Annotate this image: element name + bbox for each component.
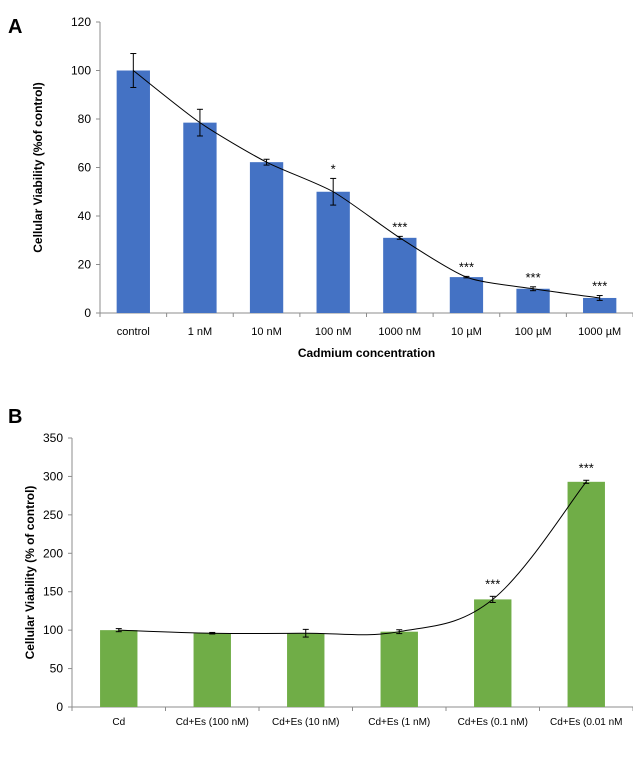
a-trendline — [133, 70, 600, 299]
a-category-label: 100 nM — [315, 326, 352, 338]
b-y-axis-title: Cellular Viability (% of control) — [23, 486, 37, 660]
b-y-tick-label: 200 — [43, 546, 63, 560]
b-significance-marker: *** — [485, 576, 500, 591]
b-y-tick-label: 250 — [43, 508, 63, 522]
bar-chart-b: 0 50 100 150 200 250 300 350 Cd Cd+Es (100 nM) Cd+… — [23, 431, 633, 728]
a-bar — [516, 288, 550, 313]
b-bar — [100, 630, 138, 707]
a-y-tick-label: 60 — [78, 161, 92, 175]
b-bar — [287, 633, 325, 707]
b-y-tick-label: 100 — [43, 623, 63, 637]
a-category-label: 1000 nM — [378, 326, 421, 338]
b-category-label: Cd+Es (0.1 nM) — [458, 717, 528, 728]
a-bar — [449, 277, 484, 313]
panel-label-a: A — [8, 16, 23, 38]
a-bar — [383, 237, 417, 313]
chart-panel-a: A 0 20 40 60 80 100 120 control 1 nM 10 nM 100 nM *… — [0, 0, 633, 380]
panel-label-b: B — [8, 406, 23, 428]
b-category-label: Cd — [112, 717, 125, 728]
a-y-axis-title: Cellular Viability (%of control) — [31, 82, 45, 252]
b-bar — [567, 481, 605, 707]
a-category-label: 1000 µM — [578, 326, 621, 338]
a-significance-marker: *** — [592, 279, 607, 294]
a-y-tick-label: 120 — [71, 15, 91, 29]
b-trendline — [118, 481, 587, 636]
a-x-axis-title: Cadmium concentration — [298, 346, 435, 360]
b-y-tick-label: 50 — [50, 662, 64, 676]
b-y-tick-label: 300 — [43, 469, 63, 483]
b-category-label: Cd+Es (10 nM) — [272, 717, 340, 728]
a-significance-marker: *** — [525, 270, 540, 285]
b-bar — [474, 599, 512, 707]
b-bar — [193, 633, 231, 707]
a-y-tick-label: 20 — [78, 258, 92, 272]
b-y-tick-label: 150 — [43, 585, 63, 599]
a-significance-marker: *** — [392, 219, 407, 234]
a-significance-marker: * — [331, 161, 336, 176]
bar-chart-a: 0 20 40 60 80 100 120 control 1 nM 10 nM 100 nM * 10… — [31, 15, 633, 360]
a-category-label: 10 µM — [451, 326, 482, 338]
b-y-tick-label: 0 — [56, 700, 63, 714]
chart-panel-b: B 0 50 100 150 200 250 300 350 Cd Cd+Es (100 nM) C… — [0, 380, 633, 756]
b-category-label: Cd+Es (100 nM) — [176, 717, 249, 728]
a-category-label: 1 nM — [188, 326, 212, 338]
a-y-tick-label: 80 — [78, 112, 92, 126]
b-bar — [380, 631, 418, 707]
a-y-tick-label: 0 — [84, 306, 91, 320]
a-category-label: 10 nM — [251, 326, 282, 338]
a-y-tick-label: 100 — [71, 64, 91, 78]
a-category-label: 100 µM — [515, 326, 552, 338]
b-category-label: Cd+Es (0.01 nM — [550, 717, 623, 728]
b-y-tick-label: 350 — [43, 431, 63, 445]
a-category-label: control — [117, 326, 150, 338]
a-bar — [249, 162, 284, 313]
b-significance-marker: *** — [579, 460, 594, 475]
a-bar — [583, 297, 617, 313]
b-category-label: Cd+Es (1 nM) — [368, 717, 430, 728]
a-bar — [316, 191, 350, 313]
a-significance-marker: *** — [459, 259, 474, 274]
a-bar — [183, 122, 217, 313]
a-y-tick-label: 40 — [78, 209, 92, 223]
a-bar — [116, 70, 150, 313]
